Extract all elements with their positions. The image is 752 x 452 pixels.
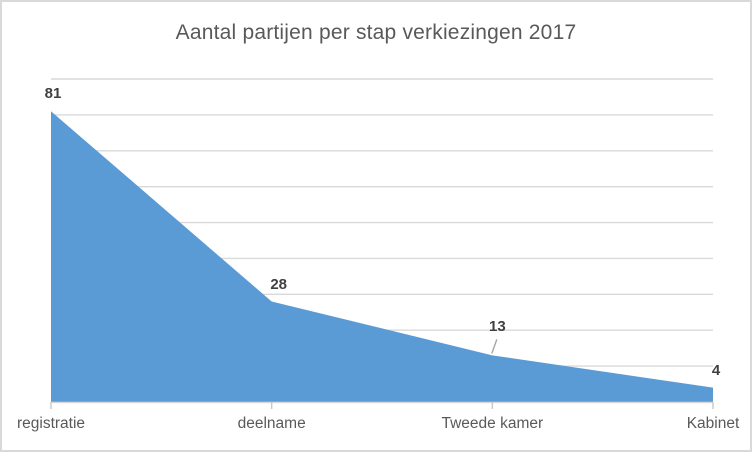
chart-title: Aantal partijen per stap verkiezingen 20… <box>175 21 577 44</box>
value-label: 13 <box>488 318 506 336</box>
category-label: registratie <box>16 415 86 432</box>
value-label: 28 <box>270 275 287 293</box>
category-label: Kabinet <box>686 415 740 432</box>
value-label: 81 <box>44 85 62 103</box>
category-label: Tweede kamer <box>441 415 544 432</box>
value-label: 4 <box>711 361 721 379</box>
category-label: deelname <box>237 415 306 432</box>
